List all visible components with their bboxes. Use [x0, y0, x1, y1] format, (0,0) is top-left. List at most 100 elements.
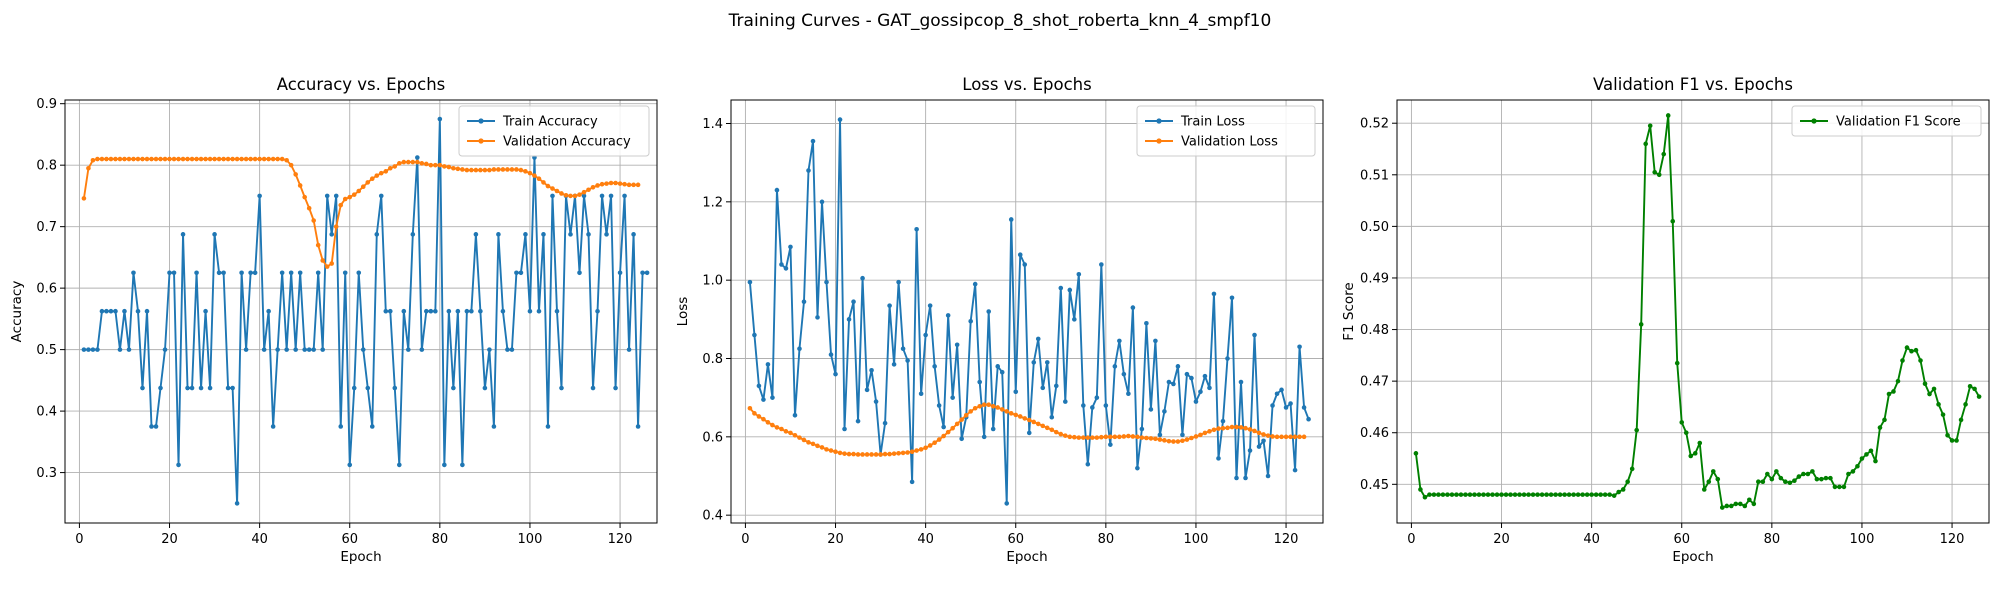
data-point	[1112, 364, 1118, 369]
data-point	[626, 347, 632, 352]
data-point	[954, 421, 960, 427]
x-tick-label: 40	[251, 532, 268, 547]
y-tick-label: 0.6	[36, 282, 57, 297]
data-point	[1121, 434, 1127, 439]
data-point	[851, 451, 856, 457]
data-point	[234, 501, 240, 506]
data-point	[329, 232, 335, 237]
data-point	[1058, 285, 1064, 291]
data-point	[1108, 442, 1113, 447]
data-point	[1422, 494, 1428, 500]
data-point	[1751, 501, 1757, 507]
data-point	[230, 385, 235, 391]
data-point	[410, 159, 416, 165]
data-point	[752, 332, 757, 338]
data-point	[878, 452, 883, 457]
data-point	[252, 270, 258, 276]
data-point	[559, 191, 564, 196]
data-point	[122, 308, 127, 314]
data-point	[1733, 501, 1739, 507]
y-axis-label: F1 Score	[1341, 282, 1357, 340]
data-point	[356, 188, 362, 194]
data-point	[275, 156, 280, 162]
data-point	[963, 412, 969, 418]
data-point	[986, 402, 991, 408]
data-point	[122, 156, 127, 162]
data-point	[1909, 348, 1914, 354]
data-point	[1643, 141, 1648, 147]
data-point	[599, 193, 605, 199]
data-point	[1882, 417, 1887, 423]
data-point	[613, 385, 618, 391]
data-point	[487, 167, 492, 173]
legend-marker	[1811, 118, 1817, 124]
data-point	[891, 362, 897, 367]
data-point	[86, 165, 91, 171]
plot-frame	[730, 99, 1324, 524]
data-point	[140, 385, 145, 391]
data-point	[1044, 425, 1050, 431]
data-point	[491, 424, 497, 429]
data-point	[1229, 424, 1235, 430]
data-point	[1949, 438, 1955, 443]
data-point	[406, 347, 411, 352]
data-point	[1575, 492, 1581, 497]
data-point	[1629, 466, 1635, 472]
data-point	[293, 347, 298, 352]
data-point	[833, 371, 838, 377]
data-point	[1571, 492, 1576, 497]
chart-panel-1: 0 20 40 60 80 100 120 0.3 0.4 0.5 0.6 0.7 0.8 0.9 Accu…	[9, 75, 658, 565]
data-point	[1283, 434, 1289, 440]
data-point	[1535, 492, 1540, 497]
data-point	[1620, 487, 1626, 492]
data-point	[932, 440, 937, 446]
data-point	[815, 443, 820, 449]
data-point	[1638, 322, 1644, 327]
data-point	[1954, 438, 1959, 443]
data-point	[972, 405, 978, 411]
data-point	[1207, 385, 1212, 391]
data-point	[914, 226, 919, 232]
data-point	[900, 450, 906, 456]
data-point	[1026, 430, 1032, 436]
data-point	[972, 281, 978, 287]
data-point	[1013, 412, 1019, 418]
data-point	[189, 156, 195, 162]
data-point	[918, 447, 924, 452]
data-point	[1081, 403, 1086, 408]
data-point	[1202, 373, 1208, 379]
data-point	[176, 156, 181, 162]
data-point	[437, 116, 443, 122]
panel-title: Validation F1 vs. Epochs	[1593, 75, 1793, 94]
data-point	[1769, 476, 1775, 482]
data-point	[810, 441, 816, 447]
data-point	[442, 164, 447, 169]
data-point	[968, 318, 973, 324]
data-point	[455, 308, 461, 314]
legend-label: Validation F1 Score	[1836, 115, 1961, 130]
data-point	[590, 385, 596, 391]
data-point	[333, 193, 339, 199]
series-line-1	[83, 118, 648, 505]
data-point	[1274, 391, 1280, 397]
data-point	[243, 156, 249, 162]
data-point	[855, 452, 861, 457]
data-point	[401, 159, 407, 165]
data-point	[1265, 433, 1271, 438]
data-point	[180, 232, 186, 237]
data-point	[406, 159, 411, 165]
data-point	[149, 156, 154, 162]
data-point	[1539, 492, 1545, 497]
data-point	[1270, 434, 1275, 439]
data-point	[1647, 123, 1653, 129]
data-point	[968, 409, 973, 414]
data-point	[387, 165, 393, 171]
data-point	[950, 425, 955, 431]
data-point	[1063, 399, 1068, 404]
data-point	[1184, 437, 1190, 442]
data-point	[1634, 427, 1639, 433]
data-point	[617, 270, 623, 276]
data-point	[1162, 438, 1167, 443]
data-point	[189, 385, 195, 391]
